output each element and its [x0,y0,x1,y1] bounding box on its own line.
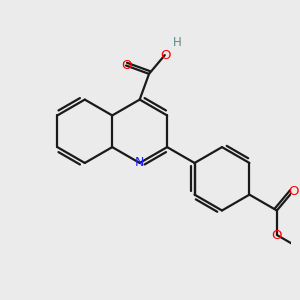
Text: O: O [160,49,171,62]
Text: N: N [135,157,144,169]
Text: O: O [288,185,298,198]
Text: O: O [121,59,131,72]
Text: H: H [172,36,181,49]
Text: O: O [271,229,282,242]
